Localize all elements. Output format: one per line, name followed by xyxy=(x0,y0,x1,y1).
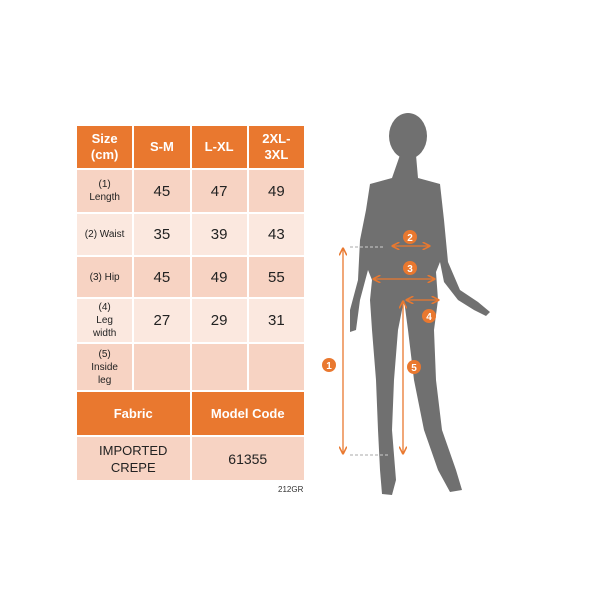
table-row: (1) Length 45 47 49 xyxy=(74,168,307,214)
cell: 43 xyxy=(246,212,307,257)
cell: 29 xyxy=(189,297,249,344)
header-l-xl: L-XL xyxy=(189,124,249,170)
product-code: 212GR xyxy=(278,485,304,494)
cell: 35 xyxy=(132,212,192,257)
header-2xl-3xl: 2XL-3XL xyxy=(246,124,307,170)
size-chart-table: Size (cm) S-M L-XL 2XL-3XL (1) Length 45… xyxy=(74,124,307,482)
table-row: (3) Hip 45 49 55 xyxy=(74,255,307,299)
table-row: (5) Inside leg xyxy=(74,342,307,392)
cell: 45 xyxy=(132,168,192,214)
cell: 49 xyxy=(189,255,249,299)
row-label: (3) Hip xyxy=(74,255,135,299)
header-s-m: S-M xyxy=(132,124,192,170)
measurement-guides xyxy=(343,246,438,456)
row-label: (1) Length xyxy=(74,168,135,214)
woman-silhouette xyxy=(350,113,490,495)
table-row: (2) Waist 35 39 43 xyxy=(74,212,307,257)
marker-5: 5 xyxy=(411,363,417,374)
cell: 27 xyxy=(132,297,192,344)
marker-1: 1 xyxy=(326,361,332,372)
model-code-header: Model Code xyxy=(189,390,306,437)
cell: 55 xyxy=(246,255,307,299)
cell: 39 xyxy=(189,212,249,257)
cell: 31 xyxy=(246,297,307,344)
fabric-header: Fabric xyxy=(75,390,192,437)
cell xyxy=(189,342,249,392)
marker-3: 3 xyxy=(407,264,413,275)
model-code-value: 61355 xyxy=(189,435,306,482)
cell: 45 xyxy=(132,255,192,299)
cell xyxy=(132,342,192,392)
row-label: (5) Inside leg xyxy=(74,342,135,392)
row-label: (4) Leg width xyxy=(74,297,135,344)
table-row: (4) Leg width 27 29 31 xyxy=(74,297,307,344)
cell xyxy=(246,342,307,392)
header-size: Size (cm) xyxy=(74,124,135,170)
row-label: (2) Waist xyxy=(74,212,135,257)
fabric-value: IMPORTED CREPE xyxy=(75,435,192,482)
marker-4: 4 xyxy=(426,312,432,323)
cell: 49 xyxy=(246,168,307,214)
cell: 47 xyxy=(189,168,249,214)
marker-2: 2 xyxy=(407,233,413,244)
